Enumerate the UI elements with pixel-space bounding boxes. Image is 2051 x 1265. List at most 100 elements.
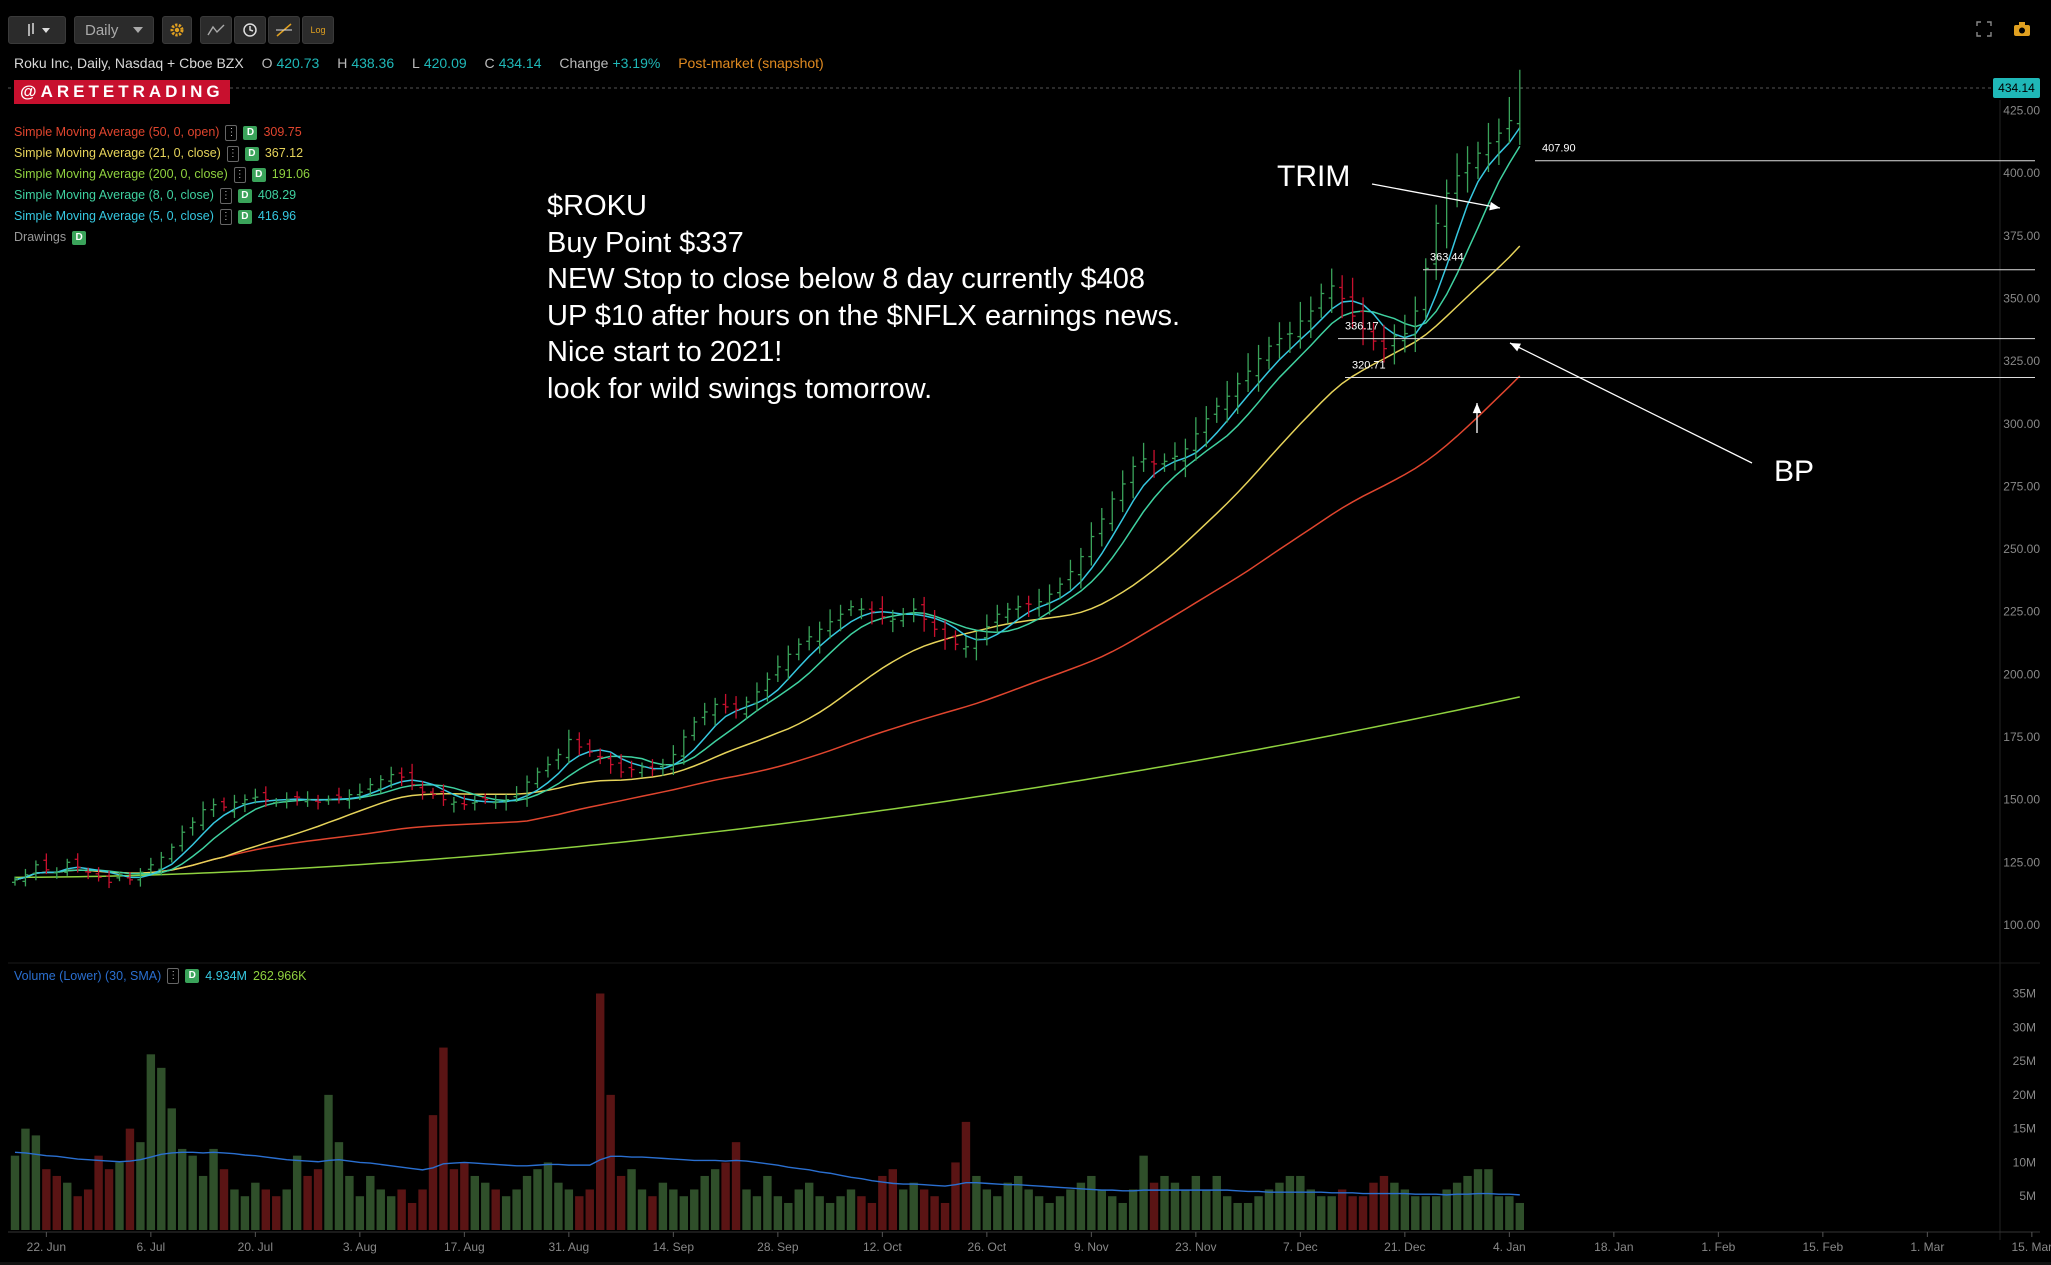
price-level-label: 363.44 [1430,252,1464,264]
study-value: 408.29 [257,188,297,202]
time-tick-label: 22. Jun [27,1240,66,1254]
study-label[interactable]: Simple Moving Average (50, 0, open) [14,125,220,139]
volume-bar [1379,1175,1389,1230]
log-scale-button[interactable]: Log [302,16,334,44]
study-badge[interactable]: D [237,209,252,224]
study-badge[interactable]: D [251,167,266,182]
study-label[interactable]: Simple Moving Average (21, 0, close) [14,146,221,160]
volume-bar [104,1169,114,1230]
volume-bar [10,1155,20,1230]
volume-bar [1181,1189,1190,1230]
bp-arrow [1509,342,1753,464]
volume-bar [1505,1196,1514,1230]
volume-bar [669,1189,678,1230]
time-button[interactable] [234,16,266,44]
price-tick-label: 150.00 [2003,793,2040,807]
study-row[interactable]: Simple Moving Average (50, 0, open) ⋮ D 309… [14,122,310,143]
volume-bar [1139,1155,1148,1230]
volume-bar [1128,1189,1138,1230]
study-menu-icon[interactable]: ⋮ [225,124,238,141]
time-tick-label: 1. Mar [1910,1240,1944,1254]
volume-bar [825,1202,835,1230]
settings-button[interactable] [162,16,192,44]
trim-arrow [1371,183,1501,209]
study-row[interactable]: Simple Moving Average (21, 0, close) ⋮ D 36… [14,143,310,164]
study-label[interactable]: Simple Moving Average (5, 0, close) [14,209,214,223]
volume-bar [1473,1169,1483,1230]
volume-bar [1296,1175,1305,1230]
study-row[interactable]: Simple Moving Average (200, 0, close) ⋮ D 1… [14,164,310,185]
price-tick-label: 350.00 [2003,292,2040,306]
volume-bar [209,1148,218,1230]
study-row[interactable]: Simple Moving Average (8, 0, close) ⋮ D 408… [14,185,310,206]
fullscreen-icon[interactable] [1975,20,1993,38]
sma-200-line [14,696,1520,879]
chart-style-button[interactable] [8,16,66,44]
time-tick-label: 26. Oct [968,1240,1007,1254]
volume-bar [418,1189,427,1230]
studies-button[interactable] [200,16,232,44]
volume-bar [972,1175,981,1230]
volume-bar [125,1128,135,1230]
volume-bar [1494,1196,1504,1230]
study-badge[interactable]: D [244,146,259,161]
volume-bar [376,1189,385,1230]
volume-bar [1411,1196,1420,1230]
study-label[interactable]: Simple Moving Average (200, 0, close) [14,167,228,181]
window-controls [1975,20,2031,38]
study-badge[interactable]: D [243,125,258,140]
volume-bar [292,1155,302,1230]
study-menu-icon[interactable]: ⋮ [226,145,239,162]
volume-bar [700,1175,709,1230]
volume-bar [1034,1196,1044,1230]
volume-bar [1170,1182,1180,1230]
volume-bar [951,1162,960,1230]
chevron-down-icon [133,27,143,33]
study-label[interactable]: Simple Moving Average (8, 0, close) [14,188,214,202]
volume-bar [899,1189,908,1230]
study-menu-icon[interactable]: ⋮ [167,968,180,984]
time-tick-label: 28. Sep [757,1240,799,1254]
study-badge[interactable]: D [237,188,252,203]
high-label: H [337,55,348,71]
volume-bar [616,1175,626,1230]
study-menu-icon[interactable]: ⋮ [233,166,246,183]
drawings-badge[interactable]: D [72,230,87,245]
study-menu-icon[interactable]: ⋮ [219,187,232,204]
volume-bar [73,1196,82,1230]
note-line: UP $10 after hours on the $NFLX earnings… [547,299,1181,332]
volume-bar [1055,1196,1065,1230]
drawings-label[interactable]: Drawings [14,230,67,244]
volume-bar [1400,1189,1410,1230]
last-price-tag-bg [1993,78,2040,99]
trim-arrow-head [1489,201,1500,211]
time-tick-label: 18. Jan [1594,1240,1633,1254]
interval-select[interactable]: Daily [74,16,154,44]
note-line: $ROKU [547,190,647,222]
volume-bar [731,1142,741,1230]
price-tick-label: 225.00 [2003,605,2040,619]
volume-bar [1264,1189,1274,1230]
volume-bar [157,1067,166,1230]
volume-bar [21,1128,30,1230]
drawing-tool-button[interactable] [268,16,300,44]
volume-bar [982,1189,992,1230]
volume-bar [251,1182,260,1230]
post-market-label: Post-market (snapshot) [678,55,824,71]
volume-bar [83,1189,93,1230]
study-badge[interactable]: D [185,969,200,983]
study-row[interactable]: Simple Moving Average (5, 0, close) ⋮ D 416… [14,206,310,227]
study-menu-icon[interactable]: ⋮ [219,208,232,225]
volume-bar [491,1189,500,1230]
camera-icon[interactable] [2013,20,2031,38]
volume-bar [334,1142,344,1230]
volume-study-label[interactable]: Volume (Lower) (30, SMA) [14,969,162,983]
drawings-row[interactable]: Drawings D [14,227,310,248]
volume-bar [794,1189,803,1230]
volume-tick-label: 10M [2013,1155,2036,1169]
volume-bar [1463,1175,1472,1230]
volume-bar [637,1189,647,1230]
volume-bar [167,1108,176,1230]
volume-bar [52,1175,61,1230]
